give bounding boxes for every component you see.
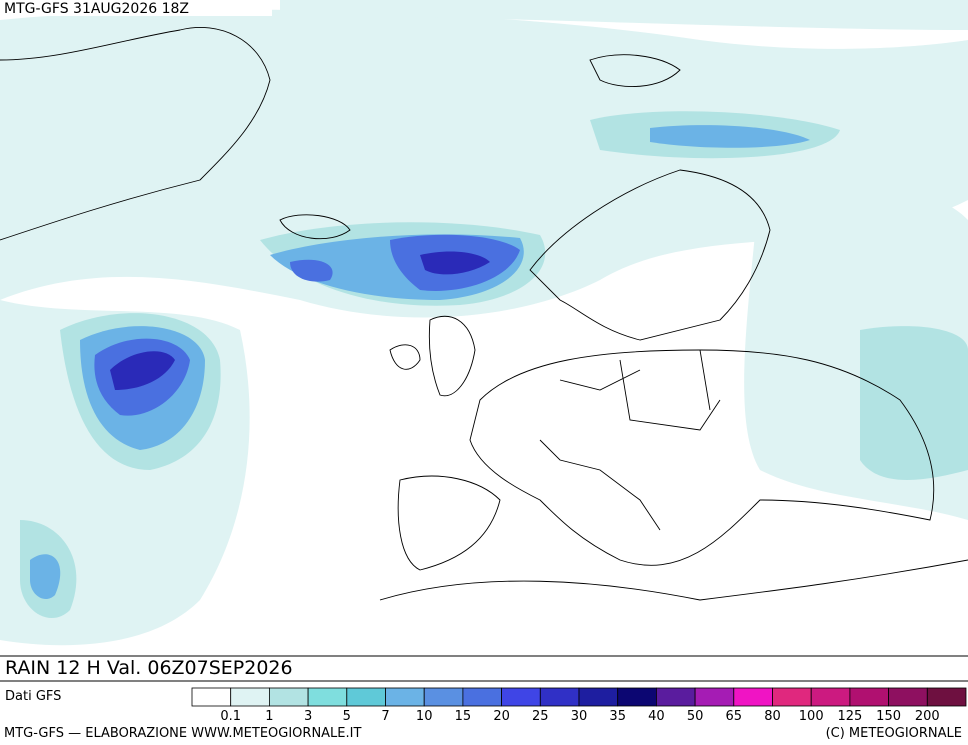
legend-label: 5 — [343, 709, 351, 724]
legend-label: 1 — [265, 709, 273, 724]
legend-swatch — [191, 687, 232, 707]
legend-swatch — [772, 687, 812, 707]
legend-label: 20 — [493, 709, 510, 724]
legend-label: 125 — [837, 709, 862, 724]
legend-label: 3 — [304, 709, 312, 724]
map — [0, 0, 968, 646]
legend-swatch — [501, 687, 541, 707]
header-box — [0, 0, 272, 16]
legend-label: 35 — [609, 709, 626, 724]
legend-label: 100 — [799, 709, 824, 724]
legend-label: 0.1 — [220, 709, 241, 724]
source: Dati GFS — [5, 689, 61, 704]
legend-label: 7 — [381, 709, 389, 724]
legend-label: 150 — [876, 709, 901, 724]
legend-swatch — [307, 687, 348, 707]
chart-title: RAIN 12 H Val. 06Z07SEP2026 — [5, 657, 293, 679]
legend-swatch — [462, 687, 502, 707]
legend-swatch — [539, 687, 580, 707]
legend-swatch — [268, 687, 309, 707]
footer-right: (C) METEOGIORNALE — [826, 726, 962, 741]
legend-swatch — [926, 687, 967, 707]
legend-swatch — [656, 687, 696, 707]
legend-label: 50 — [687, 709, 704, 724]
legend-swatch — [617, 687, 657, 707]
legend-label: 15 — [455, 709, 472, 724]
run-label: MTG-GFS 31AUG2026 18Z — [4, 1, 189, 17]
legend-swatch — [578, 687, 619, 707]
legend-swatch — [423, 687, 464, 707]
legend-label: 30 — [571, 709, 588, 724]
legend: 0.1 1 3 5 7 10 15 20 25 30 35 40 50 65 80 100 125 150 200 — [191, 687, 967, 724]
legend-label: 80 — [764, 709, 781, 724]
legend-swatch — [810, 687, 851, 707]
legend-swatch — [346, 687, 386, 707]
legend-label: 10 — [416, 709, 433, 724]
legend-swatch — [694, 687, 735, 707]
legend-label: 40 — [648, 709, 665, 724]
legend-swatch — [849, 687, 890, 707]
legend-label: 65 — [726, 709, 743, 724]
legend-swatch — [888, 687, 928, 707]
legend-swatch — [385, 687, 425, 707]
legend-swatch — [733, 687, 773, 707]
legend-label: 200 — [915, 709, 940, 724]
legend-label: 25 — [532, 709, 549, 724]
legend-swatch — [230, 687, 270, 707]
footer-left: MTG-GFS — ELABORAZIONE WWW.METEOGIORNALE… — [4, 726, 361, 741]
